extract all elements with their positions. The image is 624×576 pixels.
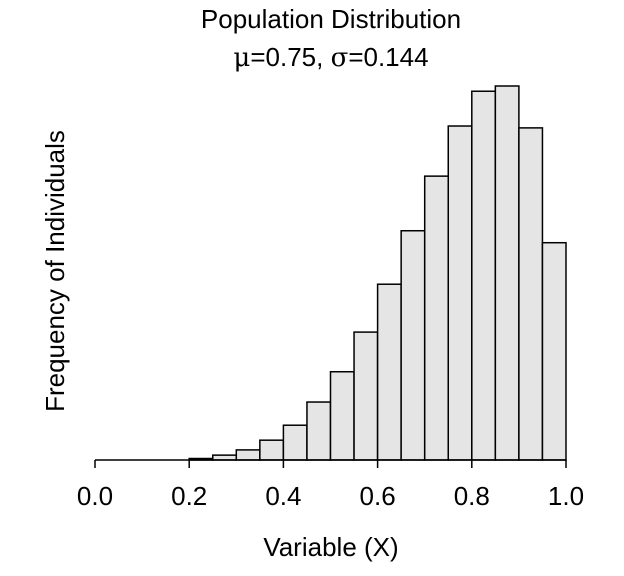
x-tick-label-1: 0.2	[171, 481, 207, 511]
histogram-bar-8	[282, 424, 308, 461]
histogram-bar-11	[353, 331, 379, 461]
y-axis-label: Frequency of Individuals	[40, 130, 70, 412]
histogram-bar-7	[259, 439, 285, 461]
histogram-bar-9	[306, 401, 332, 461]
histogram-bar-12	[376, 283, 402, 461]
sigma-symbol: σ	[331, 43, 349, 73]
histogram-bar-19	[541, 241, 567, 461]
histogram-bar-6	[235, 449, 261, 461]
x-tick-label-5: 1.0	[548, 481, 584, 511]
x-tick-label-3: 0.6	[360, 481, 396, 511]
histogram-bar-15	[447, 125, 473, 461]
x-tick-label-4: 0.8	[454, 481, 490, 511]
chart-subtitle: μ=0.75, σ=0.144	[233, 42, 428, 73]
sigma-value-text: =0.144	[348, 42, 428, 72]
x-axis-ticks	[94, 460, 567, 468]
chart-title: Population Distribution	[201, 4, 461, 34]
histogram-bar-16	[471, 90, 497, 461]
mu-value-text: =0.75,	[250, 42, 330, 72]
x-tick-label-0: 0.0	[77, 481, 113, 511]
x-axis-label: Variable (X)	[263, 532, 398, 562]
histogram-bar-13	[400, 229, 426, 461]
x-axis-tick-labels: 0.0 0.2 0.4 0.6 0.8 1.0	[77, 481, 584, 511]
x-tick-label-2: 0.4	[265, 481, 301, 511]
histogram-bar-18	[518, 127, 544, 461]
histogram-bar-10	[329, 370, 355, 461]
histogram-bar-14	[423, 175, 450, 461]
histogram-bar-17	[494, 85, 520, 461]
mu-symbol: μ	[233, 43, 250, 73]
